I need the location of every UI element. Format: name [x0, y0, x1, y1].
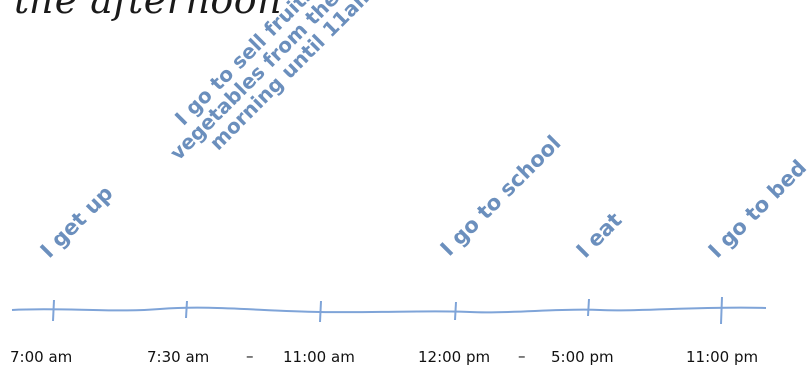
range-dash: –	[246, 347, 254, 365]
time-label: 11:00 pm	[686, 348, 759, 366]
page-title: the afternoon	[14, 0, 283, 22]
tick-mark	[587, 298, 590, 317]
timeline-line	[11, 306, 767, 314]
tick-mark	[720, 296, 723, 325]
range-dash: –	[518, 347, 526, 365]
tick-mark	[454, 301, 457, 321]
tick-mark	[185, 300, 188, 319]
time-label: 5:00 pm	[551, 348, 614, 366]
tick-mark	[52, 299, 55, 322]
time-label: 11:00 am	[283, 348, 355, 366]
time-label: 12:00 pm	[418, 348, 491, 366]
time-label: 7:00 am	[10, 348, 73, 366]
tick-mark	[319, 300, 322, 323]
time-label: 7:30 am	[147, 348, 210, 366]
